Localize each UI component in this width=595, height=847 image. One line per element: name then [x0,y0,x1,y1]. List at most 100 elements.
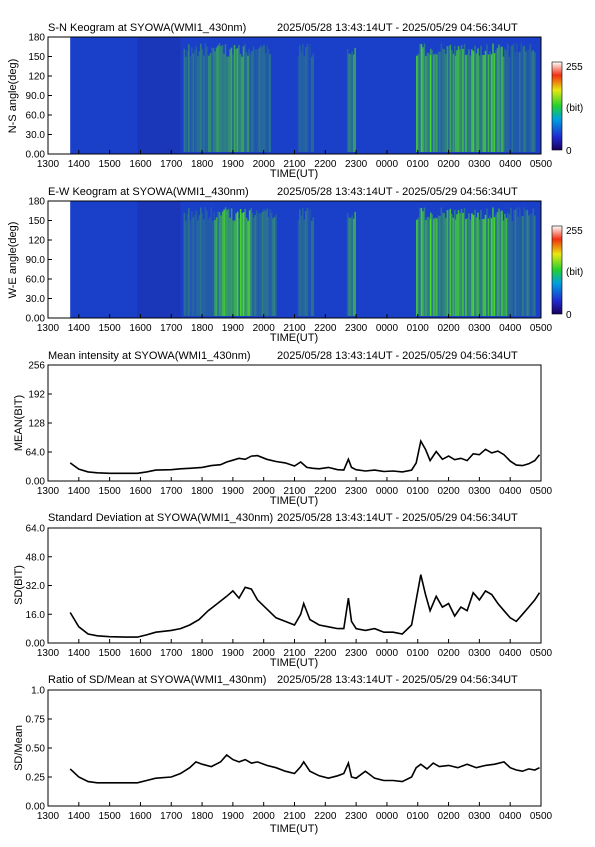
ew-keogram-band-stripe [528,215,530,316]
ew-keogram-band-stripe [197,220,199,316]
ew-keogram-x-tick-label: 1300 [37,323,60,334]
ew-keogram-band-stripe [520,216,523,316]
sn-keogram-band-stripe [207,55,210,153]
ew-keogram-band-stripe [501,210,503,316]
ew-keogram-band-stripe [258,212,261,316]
ratio-time-range: 2025/05/28 13:43:14UT - 2025/05/29 04:56… [277,674,518,686]
mean-title: Mean intensity at SYOWA(WMI1_430nm) [48,350,251,362]
sn-keogram-ylabel: N-S angle(deg) [7,59,19,134]
ew-keogram-band-stripe [206,210,208,316]
ew-keogram-band-stripe [510,207,512,316]
sn-keogram-band-stripe [452,53,455,153]
ew-keogram-band-stripe [198,215,201,316]
ratio-y-tick-label: 1.0 [31,686,45,697]
sn-keogram-band-stripe [498,44,500,153]
sd-x-tick-label: 1700 [160,648,183,659]
sn-keogram-band-stripe [507,43,509,152]
sn-keogram-band-stripe [251,50,253,152]
sn-keogram-band-stripe [492,43,494,152]
ratio-x-tick-label: 1300 [37,811,60,822]
ew-keogram-band-stripe [449,208,452,316]
ew-keogram-band-stripe [417,217,420,316]
sn-keogram-y-tick-label: 90.0 [26,91,46,102]
ew-keogram-band-stripe [514,209,517,316]
ew-keogram-band-stripe [504,213,506,316]
sn-keogram-band-stripe [266,45,268,153]
sn-keogram-band-stripe [528,49,530,152]
sd-x-tick-label: 1600 [129,648,152,659]
sn-keogram-band-stripe [517,52,520,152]
sn-keogram-band-stripe [475,53,478,152]
ew-keogram-y-tick-label: 0.00 [26,314,46,325]
ratio-x-tick-label: 1500 [99,811,122,822]
ew-keogram-band-stripe [433,218,435,316]
sn-keogram-band-stripe [487,54,490,152]
sn-keogram-band-stripe [346,48,349,152]
ratio-x-ticks: 1300 1400 1500 1600 1700 1800 1900 2000 2100 2200… [37,802,553,822]
sn-keogram-y-tick-label: 150 [28,52,45,63]
ew-keogram-band-stripe [480,209,482,316]
ratio-x-tick-label: 0500 [530,811,553,822]
sn-keogram-band-stripe [267,48,270,153]
sn-keogram-x-tick-label: 1800 [191,159,214,170]
sd-x-tick-label: 0500 [530,648,553,659]
sn-keogram-band-stripe [238,44,240,153]
ew-keogram-band-stripe [233,220,236,316]
ew-keogram-band-stripe [195,210,198,316]
sn-colorbar-min: 0 [566,146,572,157]
ew-keogram-band-stripe [226,210,228,316]
sd-x-tick-label: 1400 [68,648,91,659]
ratio-x-tick-label: 0400 [499,811,522,822]
sd-y-ticks: 0.00 16.0 32.0 48.0 64.0 [26,524,52,650]
mean-x-tick-label: 0500 [530,486,553,497]
ew-keogram-x-tick-label: 1400 [68,323,91,334]
sn-keogram-band-stripe [220,46,222,152]
sn-keogram-band-stripe [420,44,423,153]
sn-keogram-band-stripe [258,47,261,153]
ew-keogram-band-stripe [209,217,211,316]
sn-keogram-band-stripe [440,43,443,153]
ew-keogram-y-tick-label: 90.0 [26,255,46,266]
sn-keogram-band-stripe [501,46,503,152]
ew-keogram-band-stripe [484,214,487,316]
sn-keogram-band-stripe [183,48,186,152]
sn-keogram-band-stripe [212,47,215,152]
ew-keogram-y-tick-label: 30.0 [26,294,46,305]
mean-x-tick-label: 0000 [376,486,399,497]
ew-keogram-band-stripe [192,217,195,316]
ew-keogram-band-stripe [354,211,356,316]
ew-keogram-band-stripe [251,212,253,316]
ratio-x-tick-label: 2000 [253,811,276,822]
sn-keogram-band-stripe [534,52,536,152]
sd-x-tick-label: 1500 [99,648,122,659]
ew-keogram-band-stripe [472,215,475,316]
sn-keogram-band-stripe [484,50,487,152]
ew-keogram-y-ticks: 0.00 30.0 60.0 90.0 120 150 180 [26,197,52,325]
sn-keogram-image [48,37,541,154]
ew-keogram-band-stripe [532,208,535,316]
ew-keogram-band-stripe [351,215,353,316]
sn-keogram-band-stripe [224,44,227,152]
sn-keogram-band-stripe [241,56,243,153]
sn-keogram-x-tick-label: 0400 [499,159,522,170]
ew-keogram-title: E-W Keogram at SYOWA(WMI1_430nm) [48,186,249,198]
ew-keogram-band-stripe [508,214,511,316]
ew-keogram-band-stripe [264,210,267,316]
ew-keogram-band-stripe [217,211,219,316]
mean-x-tick-label: 1700 [160,486,183,497]
ew-keogram-band-stripe [456,214,458,316]
sn-keogram-band-stripe [203,55,205,152]
sn-keogram-band-stripe [308,45,310,152]
ew-keogram-band-stripe [430,212,432,316]
sn-keogram-x-tick-label: 1700 [160,159,183,170]
ew-keogram-band-stripe [454,219,457,316]
ew-keogram-band-stripe [194,214,196,316]
sn-keogram-band-stripe [233,45,236,152]
sd-x-tick-label: 0300 [468,648,491,659]
ratio-x-tick-label: 1900 [222,811,245,822]
sn-keogram-band-stripe [299,45,301,152]
sn-keogram-x-tick-label: 1900 [222,159,245,170]
sn-keogram-band-stripe [208,55,210,153]
ew-keogram-band-stripe [303,219,306,316]
sn-keogram-band-stripe [486,44,488,152]
